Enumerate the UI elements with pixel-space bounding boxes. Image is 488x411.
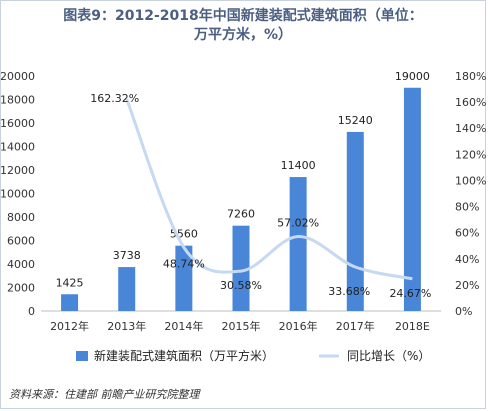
y-left-tick-label: 14000 [1,141,35,154]
x-tick-label: 2015年 [222,319,261,333]
legend-bar-label: 新建装配式建筑面积（万平方米） [94,348,274,363]
growth-value-label: 162.32% [90,92,139,105]
bar [61,294,79,311]
x-tick-label: 2017年 [336,319,375,333]
bar-value-label: 11400 [281,159,316,172]
y-left-tick-label: 6000 [7,235,35,248]
legend-bar-swatch [76,351,88,361]
bar [403,87,421,311]
y-right-tick-label: 80% [455,201,479,214]
y-right-tick-label: 0% [455,305,472,318]
y-left-tick-label: 18000 [1,94,35,107]
x-tick-label: 2018E [395,320,430,333]
bar-value-label: 7260 [227,208,255,221]
bar [175,245,193,311]
x-tick-label: 2014年 [164,319,203,333]
y-right-tick-label: 160% [455,96,486,109]
x-tick-label: 2013年 [107,319,146,333]
y-left-tick-label: 10000 [1,188,35,201]
y-right-tick-label: 20% [455,279,479,292]
growth-value-label: 30.58% [220,279,262,292]
legend-line-label: 同比增长（%） [347,349,430,363]
source-note: 资料来源：住建部 前瞻产业研究院整理 [9,388,200,401]
bar [118,267,136,311]
x-tick-label: 2012年 [50,319,89,333]
x-tick-label: 2016年 [279,319,318,333]
y-right-tick-label: 100% [455,174,486,187]
y-right-tick-label: 140% [455,122,486,135]
y-right-tick-label: 60% [455,227,479,240]
growth-value-label: 48.74% [163,257,205,270]
growth-value-label: 33.68% [328,285,370,298]
y-right-tick-label: 40% [455,253,479,266]
y-left-tick-label: 12000 [1,164,35,177]
y-left-tick-label: 2000 [7,282,35,295]
bar-value-label: 1425 [56,276,84,289]
y-left-tick-label: 0 [28,305,35,318]
y-left-tick-label: 4000 [7,258,35,271]
y-left-tick-label: 8000 [7,211,35,224]
y-left-tick-label: 16000 [1,117,35,130]
growth-value-label: 57.02% [277,217,319,230]
y-left-tick-label: 20000 [1,70,35,83]
y-right-tick-label: 120% [455,148,486,161]
bar [289,177,307,311]
y-right-tick-label: 180% [455,70,486,83]
chart-title: 图表9：2012-2018年中国新建装配式建筑面积（单位：万平方米，%） [63,8,423,43]
growth-value-label: 24.67% [389,287,431,300]
growth-line [125,98,413,281]
bar [232,225,250,311]
bar-value-label: 19000 [395,70,430,83]
bar-value-label: 15240 [338,114,373,127]
bar-value-label: 3738 [113,249,141,262]
